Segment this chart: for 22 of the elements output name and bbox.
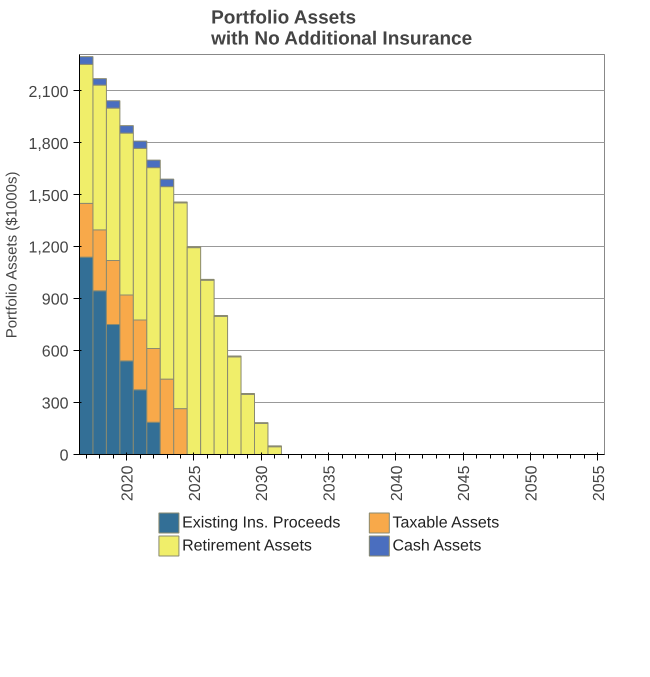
x-tick-label: 2035 [322,465,339,502]
x-tick-label: 2050 [523,465,540,502]
y-tick-label: 1,200 [28,240,69,257]
x-tick-label: 2025 [186,465,204,502]
y-tick-label: 2,100 [28,84,69,101]
y-tick-label: 900 [42,292,69,309]
x-tick-label: 2020 [120,465,137,502]
y-tick-label: 1,800 [28,136,69,153]
x-tick-label: 2030 [254,465,272,502]
chart-title: Portfolio Assets with No Additional Insurance [210,8,472,50]
legend-label: Existing Ins. Proceeds [182,514,340,532]
y-tick-label: 1,500 [28,188,69,205]
y-tick-label: 300 [42,396,69,413]
legend-label: Retirement Assets [182,538,312,555]
y-axis-title: Portfolio Assets ($1000s) [3,172,20,338]
legend-label: Taxable Assets [392,514,500,532]
y-tick-label: 600 [42,344,69,361]
x-tick-label: 2045 [456,465,474,502]
x-tick-label: 2055 [590,465,608,502]
legend-label: Cash Assets [392,538,482,555]
y-tick-label: 0 [60,448,69,464]
x-tick-label: 2040 [388,465,406,502]
